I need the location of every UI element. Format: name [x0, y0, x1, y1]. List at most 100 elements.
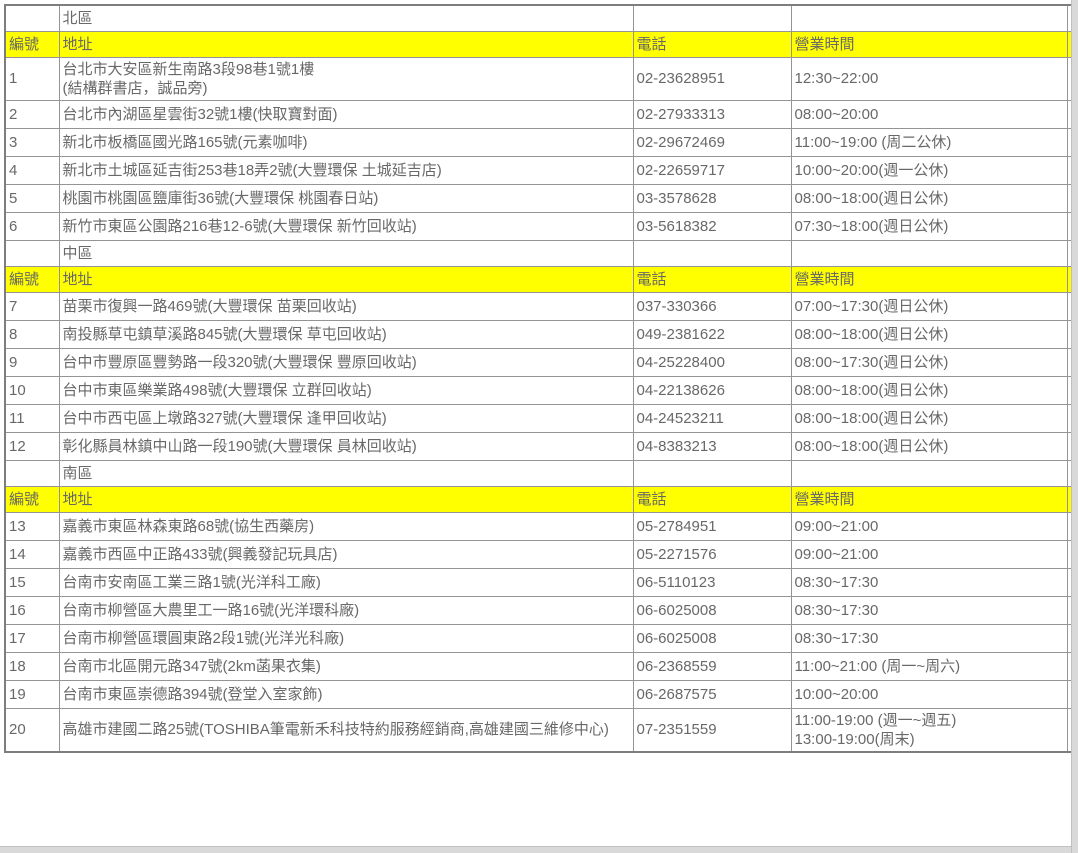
store-id-cell: 14 [4, 539, 60, 569]
store-hours-cell: 11:00~21:00 (周一~周六) [790, 651, 1068, 681]
region-empty-phone-cell [632, 459, 792, 487]
store-row: 6 新竹市東區公園路216巷12-6號(大豐環保 新竹回收站) 03-5618382… [4, 211, 1078, 241]
store-phone-cell: 03-5618382 [632, 211, 792, 241]
store-hours-cell: 11:00~19:00 (周二公休) [790, 127, 1068, 157]
store-hours-cell: 08:00~18:00(週日公休) [790, 375, 1068, 405]
store-id-cell: 7 [4, 291, 60, 321]
store-hours-cell: 08:00~18:00(週日公休) [790, 403, 1068, 433]
store-hours-cell: 12:30~22:00 [790, 56, 1068, 101]
store-address-cell: 嘉義市西區中正路433號(興義發記玩具店) [58, 539, 634, 569]
store-id-cell: 20 [4, 707, 60, 752]
store-id-cell: 15 [4, 567, 60, 597]
column-header-row: 編號 地址 電話 營業時間 [4, 30, 1078, 58]
store-hours-cell: 08:00~17:30(週日公休) [790, 347, 1068, 377]
store-id-cell: 12 [4, 431, 60, 461]
store-id-cell: 4 [4, 155, 60, 185]
store-phone-cell: 02-29672469 [632, 127, 792, 157]
store-address-cell: 台南市安南區工業三路1號(光洋科工廠) [58, 567, 634, 597]
store-id-cell: 19 [4, 679, 60, 709]
region-empty-hours-cell [790, 4, 1068, 32]
store-row: 12 彰化縣員林鎮中山路一段190號(大豐環保 員林回收站) 04-8383213 0… [4, 431, 1078, 461]
store-hours-cell: 08:30~17:30 [790, 623, 1068, 653]
store-hours-cell: 09:00~21:00 [790, 511, 1068, 541]
store-address-cell: 彰化縣員林鎮中山路一段190號(大豐環保 員林回收站) [58, 431, 634, 461]
column-header-hours: 營業時間 [790, 485, 1068, 513]
store-phone-cell: 05-2271576 [632, 539, 792, 569]
store-id-cell: 8 [4, 319, 60, 349]
column-header-phone: 電話 [632, 485, 792, 513]
store-hours-cell: 08:00~20:00 [790, 99, 1068, 129]
region-empty-hours-cell [790, 459, 1068, 487]
region-label: 北區 [58, 4, 634, 32]
store-row: 16 台南市柳營區大農里工一路16號(光洋環科廠) 06-6025008 08:30~… [4, 595, 1078, 625]
store-row: 5 桃園市桃園區鹽庫街36號(大豐環保 桃園春日站) 03-3578628 08:00… [4, 183, 1078, 213]
store-row: 20 高雄市建國二路25號(TOSHIBA筆電新禾科技特約服務經銷商,高雄建國三維… [4, 707, 1078, 752]
store-phone-cell: 03-3578628 [632, 183, 792, 213]
store-id-cell: 10 [4, 375, 60, 405]
column-header-hours: 營業時間 [790, 265, 1068, 293]
region-empty-id-cell [4, 4, 60, 32]
region-empty-phone-cell [632, 239, 792, 267]
store-phone-cell: 06-2368559 [632, 651, 792, 681]
store-row: 2 台北市內湖區星雲街32號1樓(快取寶對面) 02-27933313 08:00~2… [4, 99, 1078, 129]
store-address-cell: 台南市東區崇德路394號(登堂入室家飾) [58, 679, 634, 709]
store-row: 9 台中市豐原區豐勢路一段320號(大豐環保 豐原回收站) 04-25228400 0… [4, 347, 1078, 377]
store-address-cell: 新北市土城區延吉街253巷18弄2號(大豐環保 土城延吉店) [58, 155, 634, 185]
region-label: 中區 [58, 239, 634, 267]
store-phone-cell: 04-24523211 [632, 403, 792, 433]
store-hours-cell: 09:00~21:00 [790, 539, 1068, 569]
store-row: 3 新北市板橋區國光路165號(元素咖啡) 02-29672469 11:00~19:… [4, 127, 1078, 157]
store-address-cell: 桃園市桃園區鹽庫街36號(大豐環保 桃園春日站) [58, 183, 634, 213]
store-phone-cell: 07-2351559 [632, 707, 792, 752]
column-header-row: 編號 地址 電話 營業時間 [4, 265, 1078, 293]
region-empty-hours-cell [790, 239, 1068, 267]
vertical-scrollbar[interactable] [1071, 0, 1078, 853]
store-address-cell: 台北市大安區新生南路3段98巷1號1樓 (結構群書店，誠品旁) [58, 56, 634, 101]
store-id-cell: 6 [4, 211, 60, 241]
horizontal-scrollbar[interactable] [0, 846, 1078, 853]
store-address-cell: 台南市北區開元路347號(2km菡果衣集) [58, 651, 634, 681]
store-hours-cell: 10:00~20:00(週一公休) [790, 155, 1068, 185]
region-label: 南區 [58, 459, 634, 487]
column-header-id: 編號 [4, 30, 60, 58]
store-hours-cell: 07:00~17:30(週日公休) [790, 291, 1068, 321]
column-header-hours: 營業時間 [790, 30, 1068, 58]
store-id-cell: 16 [4, 595, 60, 625]
store-phone-cell: 06-5110123 [632, 567, 792, 597]
store-address-cell: 台中市豐原區豐勢路一段320號(大豐環保 豐原回收站) [58, 347, 634, 377]
store-id-cell: 18 [4, 651, 60, 681]
store-address-cell: 高雄市建國二路25號(TOSHIBA筆電新禾科技特約服務經銷商,高雄建國三維修中… [58, 707, 634, 752]
store-row: 4 新北市土城區延吉街253巷18弄2號(大豐環保 土城延吉店) 02-226597… [4, 155, 1078, 185]
store-address-cell: 台北市內湖區星雲街32號1樓(快取寶對面) [58, 99, 634, 129]
store-row: 14 嘉義市西區中正路433號(興義發記玩具店) 05-2271576 09:00~2… [4, 539, 1078, 569]
column-header-row: 編號 地址 電話 營業時間 [4, 485, 1078, 513]
store-address-cell: 台南市柳營區大農里工一路16號(光洋環科廠) [58, 595, 634, 625]
column-header-id: 編號 [4, 265, 60, 293]
store-hours-cell: 08:00~18:00(週日公休) [790, 183, 1068, 213]
column-header-id: 編號 [4, 485, 60, 513]
store-hours-cell: 08:00~18:00(週日公休) [790, 319, 1068, 349]
region-section-row: 南區 [4, 459, 1078, 487]
store-address-cell: 台中市東區樂業路498號(大豐環保 立群回收站) [58, 375, 634, 405]
store-id-cell: 3 [4, 127, 60, 157]
store-row: 11 台中市西屯區上墩路327號(大豐環保 逢甲回收站) 04-24523211 08… [4, 403, 1078, 433]
store-address-cell: 南投縣草屯鎮草溪路845號(大豐環保 草屯回收站) [58, 319, 634, 349]
store-phone-cell: 02-22659717 [632, 155, 792, 185]
store-phone-cell: 04-8383213 [632, 431, 792, 461]
store-row: 18 台南市北區開元路347號(2km菡果衣集) 06-2368559 11:00~2… [4, 651, 1078, 681]
store-phone-cell: 05-2784951 [632, 511, 792, 541]
store-address-cell: 台南市柳營區環圓東路2段1號(光洋光科廠) [58, 623, 634, 653]
column-header-address: 地址 [58, 265, 634, 293]
store-phone-cell: 06-6025008 [632, 623, 792, 653]
store-phone-cell: 037-330366 [632, 291, 792, 321]
store-address-cell: 台中市西屯區上墩路327號(大豐環保 逢甲回收站) [58, 403, 634, 433]
store-address-cell: 新北市板橋區國光路165號(元素咖啡) [58, 127, 634, 157]
region-empty-id-cell [4, 239, 60, 267]
store-id-cell: 11 [4, 403, 60, 433]
store-id-cell: 2 [4, 99, 60, 129]
store-table-body: 北區 編號 地址 電話 營業時間 1 台北市大安區新生南路3段98巷1號1樓 (結構群書店，… [4, 4, 1078, 752]
column-header-phone: 電話 [632, 30, 792, 58]
store-row: 19 台南市東區崇德路394號(登堂入室家飾) 06-2687575 10:00~20… [4, 679, 1078, 709]
store-row: 15 台南市安南區工業三路1號(光洋科工廠) 06-5110123 08:30~17:… [4, 567, 1078, 597]
